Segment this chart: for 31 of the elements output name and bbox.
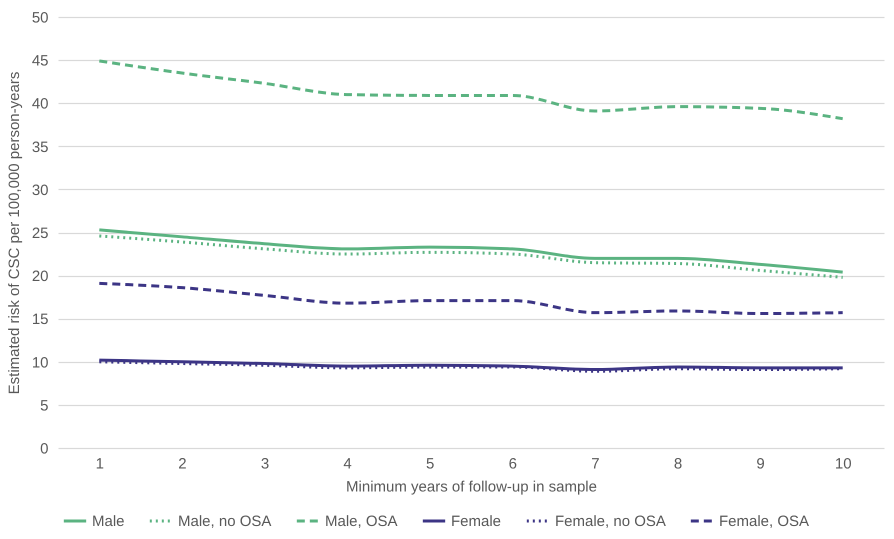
y-tick-label: 25	[32, 225, 48, 242]
x-tick-label: 10	[834, 456, 852, 472]
x-tick-label: 5	[426, 456, 434, 472]
y-tick-label: 5	[40, 397, 48, 414]
x-tick-label: 9	[756, 456, 765, 472]
y-tick-label: 45	[32, 52, 48, 70]
legend-label: Female, no OSA	[555, 513, 666, 530]
x-tick-label: 2	[178, 456, 187, 472]
x-tick-label: 1	[96, 456, 104, 472]
x-tick-label: 8	[674, 456, 682, 472]
line-series	[98, 59, 844, 120]
y-tick-label: 20	[32, 268, 48, 286]
y-tick-label: 10	[32, 354, 48, 372]
legend-label: Female, OSA	[719, 513, 810, 530]
y-tick-label: 40	[32, 96, 48, 113]
x-tick-label: 7	[591, 456, 600, 472]
legend-label: Female	[451, 513, 502, 530]
legend-label: Male	[92, 513, 125, 530]
x-axis-title: Minimum years of follow-up in sample	[346, 478, 597, 496]
x-tick-label: 3	[260, 456, 270, 472]
legend-label: Male, no OSA	[178, 513, 272, 530]
y-axis-title: Estimated risk of CSC per 100,000 person-years	[6, 72, 23, 394]
y-tick-label: 50	[32, 10, 48, 26]
line-series	[98, 282, 844, 316]
y-tick-label: 15	[32, 311, 48, 328]
y-tick-label: 0	[40, 440, 48, 458]
y-tick-label: 30	[32, 182, 48, 199]
x-tick-label: 4	[343, 456, 352, 472]
legend-label: Male, OSA	[325, 513, 398, 530]
x-tick-label: 6	[508, 456, 517, 472]
y-tick-label: 35	[32, 138, 48, 156]
